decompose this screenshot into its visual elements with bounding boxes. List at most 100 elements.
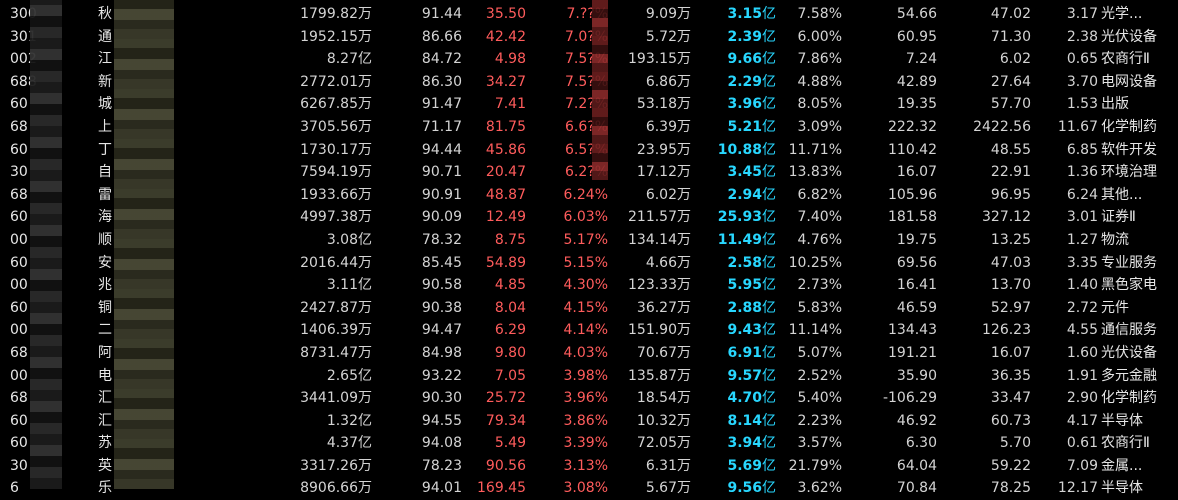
stock-code: 30 bbox=[10, 164, 28, 181]
pb-value: 2.38 bbox=[1066, 28, 1098, 45]
change-percent: 7.2?% bbox=[565, 96, 608, 113]
table-row[interactable]: 60 城 6267.85万 91.47 7.41 7.2?% 53.18万 3.96亿 8.05… bbox=[0, 93, 1178, 116]
industry-name: 光伏设备 bbox=[1101, 28, 1157, 45]
table-row[interactable]: 300 秋 1799.82万 91.44 35.50 7.??% 9.09万 3.15亿 7.5… bbox=[0, 3, 1178, 26]
pe-value: 16.07 bbox=[896, 164, 937, 181]
change-percent: 4.14% bbox=[563, 322, 608, 339]
pe-value: 42.89 bbox=[896, 73, 937, 90]
score-value: 93.22 bbox=[421, 367, 462, 384]
market-cap-unit: 亿 bbox=[762, 6, 776, 22]
table-row[interactable]: 60 铜 2427.87万 90.38 8.04 4.15% 36.27万 2.88亿 5.83… bbox=[0, 297, 1178, 320]
turnover-rate: 5.83% bbox=[797, 299, 842, 316]
table-row[interactable]: 00 兆 3.11亿 90.58 4.85 4.30% 123.33万 5.95亿 2.73% 1… bbox=[0, 274, 1178, 297]
change-percent: 3.86% bbox=[563, 412, 608, 429]
turnover-amount: 6267.85万 bbox=[300, 96, 372, 113]
score-value: 90.30 bbox=[421, 390, 462, 407]
industry-name: 软件开发 bbox=[1101, 141, 1157, 158]
pe-dynamic-value: 13.70 bbox=[990, 277, 1031, 294]
market-cap-number: 5.21 bbox=[727, 118, 762, 135]
industry-name: 光学... bbox=[1101, 6, 1143, 22]
market-cap: 3.15亿 bbox=[696, 3, 776, 26]
turnover-amount: 3.08亿 bbox=[326, 231, 372, 248]
pb-value: 11.67 bbox=[1057, 118, 1098, 135]
table-row[interactable]: 688 新 2772.01万 86.30 34.27 7.5?% 6.86万 2.29亿 4.8… bbox=[0, 71, 1178, 94]
industry-name: 物流 bbox=[1101, 231, 1129, 248]
table-row[interactable]: 68 汇 3441.09万 90.30 25.72 3.96% 18.54万 4.70亿 5.4… bbox=[0, 387, 1178, 410]
table-row[interactable]: 60 苏 4.37亿 94.08 5.49 3.39% 72.05万 3.94亿 3.57% 6.… bbox=[0, 432, 1178, 455]
industry-name: 专业服务 bbox=[1101, 254, 1157, 271]
stock-name: 丁 bbox=[98, 141, 112, 158]
turnover-amount: 4997.38万 bbox=[300, 209, 372, 226]
industry-name: 光伏设备 bbox=[1101, 344, 1157, 361]
pb-value: 1.40 bbox=[1066, 277, 1098, 294]
market-cap: 11.49亿 bbox=[696, 229, 776, 252]
turnover-amount: 1.32亿 bbox=[326, 412, 372, 429]
turnover-amount: 8.27亿 bbox=[326, 51, 372, 68]
pe-dynamic-value: 36.35 bbox=[990, 367, 1031, 384]
stock-name: 海 bbox=[98, 209, 112, 226]
change-percent: 3.13% bbox=[563, 457, 608, 474]
turnover-rate: 3.57% bbox=[797, 435, 842, 452]
stock-name: 英 bbox=[98, 457, 112, 474]
table-row[interactable]: 60 丁 1730.17万 94.44 45.86 6.5?% 23.95万 10.88亿 11… bbox=[0, 139, 1178, 162]
stock-name: 二 bbox=[98, 322, 112, 339]
table-row[interactable]: 60 汇 1.32亿 94.55 79.34 3.86% 10.32万 8.14亿 2.23% 4… bbox=[0, 410, 1178, 433]
price-value: 35.50 bbox=[485, 6, 526, 22]
price-value: 79.34 bbox=[485, 412, 526, 429]
table-row[interactable]: 002 江 8.27亿 84.72 4.98 7.5?% 193.15万 9.66亿 7.86%… bbox=[0, 48, 1178, 71]
table-row[interactable]: 00 二 1406.39万 94.47 6.29 4.14% 151.90万 9.43亿 11.… bbox=[0, 319, 1178, 342]
change-percent: 6.6?% bbox=[565, 118, 608, 135]
market-cap-unit: 亿 bbox=[762, 435, 776, 452]
market-cap: 3.96亿 bbox=[696, 93, 776, 116]
turnover-rate: 5.40% bbox=[797, 390, 842, 407]
table-row[interactable]: 68 阿 8731.47万 84.98 9.80 4.03% 70.67万 6.91亿 5.07… bbox=[0, 342, 1178, 365]
stock-code: 60 bbox=[10, 412, 28, 429]
table-row[interactable]: 68 上 3705.56万 71.17 81.75 6.6?% 6.39万 5.21亿 3.09… bbox=[0, 116, 1178, 139]
score-value: 86.66 bbox=[421, 28, 462, 45]
pb-value: 0.61 bbox=[1066, 435, 1098, 452]
pe-value: 191.21 bbox=[888, 344, 937, 361]
change-percent: 6.24% bbox=[563, 186, 608, 203]
market-cap: 2.88亿 bbox=[696, 297, 776, 320]
market-cap-unit: 亿 bbox=[762, 118, 776, 135]
market-cap-number: 2.29 bbox=[727, 73, 762, 90]
volume-value: 6.02万 bbox=[645, 186, 691, 203]
turnover-amount: 2.65亿 bbox=[326, 367, 372, 384]
table-row[interactable]: 68 雷 1933.66万 90.91 48.87 6.24% 6.02万 2.94亿 6.82… bbox=[0, 184, 1178, 207]
table-row[interactable]: 00 电 2.65亿 93.22 7.05 3.98% 135.87万 9.57亿 2.52% 3… bbox=[0, 365, 1178, 388]
price-value: 48.87 bbox=[485, 186, 526, 203]
pe-dynamic-value: 22.91 bbox=[990, 164, 1031, 181]
score-value: 94.47 bbox=[421, 322, 462, 339]
score-value: 94.08 bbox=[421, 435, 462, 452]
turnover-rate: 7.86% bbox=[797, 51, 842, 68]
table-row[interactable]: 301 通 1952.15万 86.66 42.42 7.0?% 5.72万 2.39亿 6.0… bbox=[0, 26, 1178, 49]
pe-value: 54.66 bbox=[896, 6, 937, 22]
table-row[interactable]: 60 海 4997.38万 90.09 12.49 6.03% 211.57万 25.93亿 7… bbox=[0, 206, 1178, 229]
price-value: 9.80 bbox=[494, 344, 526, 361]
pb-value: 6.85 bbox=[1066, 141, 1098, 158]
pe-dynamic-value: 27.64 bbox=[990, 73, 1031, 90]
market-cap-number: 9.56 bbox=[727, 480, 762, 497]
market-cap: 5.21亿 bbox=[696, 116, 776, 139]
pb-value: 3.70 bbox=[1066, 73, 1098, 90]
volume-value: 193.15万 bbox=[628, 51, 691, 68]
table-row[interactable]: 60 安 2016.44万 85.45 54.89 5.15% 4.66万 2.58亿 10.2… bbox=[0, 252, 1178, 275]
table-row[interactable]: 00 顺 3.08亿 78.32 8.75 5.17% 134.14万 11.49亿 4.76%… bbox=[0, 229, 1178, 252]
stock-code: 60 bbox=[10, 299, 28, 316]
turnover-amount: 3.11亿 bbox=[326, 277, 372, 294]
volume-value: 123.33万 bbox=[628, 277, 691, 294]
market-cap: 9.43亿 bbox=[696, 319, 776, 342]
table-row[interactable]: 30 自 7594.19万 90.71 20.47 6.2?% 17.12万 3.45亿 13.… bbox=[0, 161, 1178, 184]
turnover-rate: 8.05% bbox=[797, 96, 842, 113]
stock-name: 铜 bbox=[98, 299, 112, 316]
table-row[interactable]: 30 英 3317.26万 78.23 90.56 3.13% 6.31万 5.69亿 21.7… bbox=[0, 455, 1178, 478]
pe-value: 105.96 bbox=[888, 186, 937, 203]
turnover-rate: 3.09% bbox=[797, 118, 842, 135]
change-percent: 6.2?% bbox=[565, 164, 608, 181]
pe-dynamic-value: 13.25 bbox=[990, 231, 1031, 248]
turnover-amount: 4.37亿 bbox=[326, 435, 372, 452]
price-value: 45.86 bbox=[485, 141, 526, 158]
market-cap-number: 3.94 bbox=[727, 435, 762, 452]
pe-value: 6.30 bbox=[905, 435, 937, 452]
score-value: 84.72 bbox=[421, 51, 462, 68]
